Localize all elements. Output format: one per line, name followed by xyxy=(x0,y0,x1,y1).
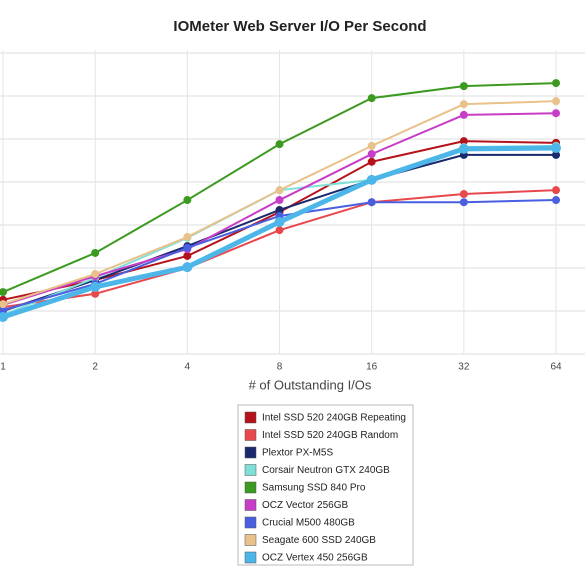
legend-label: Samsung SSD 840 Pro xyxy=(262,483,366,494)
point xyxy=(0,300,7,309)
legend-swatch xyxy=(244,464,257,476)
x-axis-label: # of Outstanding I/Os xyxy=(249,377,372,392)
x-tick-label: 16 xyxy=(366,362,378,373)
x-tick-label: 1 xyxy=(0,362,6,373)
legend-label: Crucial M500 480GB xyxy=(262,518,355,529)
legend-swatch xyxy=(244,446,257,459)
legend-swatch xyxy=(244,551,257,564)
legend-label: Corsair Neutron GTX 240GB xyxy=(262,465,390,476)
point xyxy=(367,94,376,103)
legend-swatch xyxy=(244,481,257,494)
point xyxy=(366,174,377,185)
point xyxy=(183,196,192,205)
point xyxy=(552,196,561,205)
point xyxy=(367,150,376,159)
point xyxy=(0,288,7,297)
legend-label: Seagate 600 SSD 240GB xyxy=(262,535,376,546)
point xyxy=(0,312,8,323)
point xyxy=(275,205,284,214)
point xyxy=(367,157,376,166)
point xyxy=(183,233,192,242)
point xyxy=(459,190,468,199)
point xyxy=(552,150,561,159)
point xyxy=(90,281,101,292)
chart-title: IOMeter Web Server I/O Per Second xyxy=(173,18,426,35)
point xyxy=(459,110,468,119)
point xyxy=(275,226,284,235)
point xyxy=(367,141,376,150)
point xyxy=(91,248,100,257)
legend-swatch xyxy=(244,429,257,441)
x-tick-label: 64 xyxy=(550,362,562,373)
point xyxy=(552,109,561,118)
legend-label: OCZ Vertex 450 256GB xyxy=(262,553,368,564)
legend-label: Intel SSD 520 240GB Repeating xyxy=(262,413,406,424)
legend-swatch xyxy=(244,516,257,529)
point xyxy=(91,270,100,279)
point xyxy=(183,243,192,252)
legend-label: Intel SSD 520 240GB Random xyxy=(262,430,398,441)
point xyxy=(551,143,562,154)
point xyxy=(552,186,561,195)
point xyxy=(183,251,192,260)
point xyxy=(275,196,284,205)
x-tick-label: 8 xyxy=(277,362,283,373)
legend-label: Plextor PX-M5S xyxy=(262,448,333,459)
legend-swatch xyxy=(244,499,257,511)
point xyxy=(367,198,376,207)
legend-label: OCZ Vector 256GB xyxy=(262,500,348,511)
point xyxy=(552,97,561,106)
x-tick-label: 32 xyxy=(458,362,470,373)
point xyxy=(91,289,100,298)
x-tick-label: 2 xyxy=(92,362,98,373)
point xyxy=(458,143,469,154)
point xyxy=(274,216,285,227)
point xyxy=(552,79,561,88)
point xyxy=(459,100,468,109)
legend-box xyxy=(237,404,414,566)
point xyxy=(182,262,193,273)
point xyxy=(459,137,468,146)
point xyxy=(0,306,7,315)
point xyxy=(459,82,468,91)
legend-swatch xyxy=(244,534,257,546)
point xyxy=(459,198,468,207)
legend-swatch xyxy=(244,411,257,424)
x-tick-label: 4 xyxy=(185,362,191,373)
point xyxy=(275,140,284,149)
point xyxy=(275,186,284,195)
